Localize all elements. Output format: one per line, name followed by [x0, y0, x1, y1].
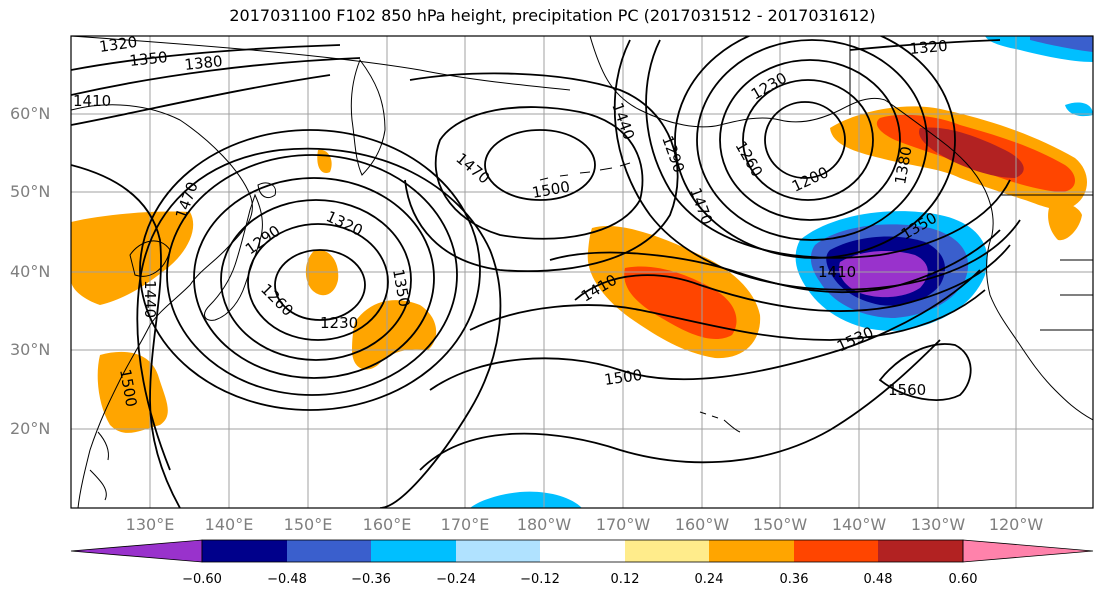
lat-label: 40°N [10, 262, 51, 281]
lon-label: 130°E [125, 515, 175, 534]
colorbar-swatch [794, 540, 878, 562]
colorbar-swatch [625, 540, 709, 562]
colorbar-frame [201, 539, 964, 563]
contour-label: 1500 [531, 178, 572, 202]
contour-label: 1200 [789, 163, 831, 195]
lon-label: 170°E [440, 515, 490, 534]
colorbar-tick-label: −0.12 [520, 572, 560, 587]
contour-label: 1440 [141, 280, 159, 318]
lat-label: 50°N [10, 182, 51, 201]
contour-label: 1320 [909, 37, 949, 58]
colorbar-extend-high [962, 539, 1094, 563]
colorbar-swatch [540, 540, 625, 562]
contour-label: 1290 [658, 133, 688, 175]
gridlines [71, 36, 1093, 508]
lon-label: 180°W [516, 515, 572, 534]
colorbar-tick-label: 0.60 [948, 572, 978, 587]
colorbar-extend-low [70, 539, 203, 563]
colorbar-swatch [287, 540, 371, 562]
colorbar-tick-label: −0.24 [436, 572, 476, 587]
contour-label: 1350 [129, 48, 169, 70]
contour-label: 1410 [73, 92, 111, 110]
colorbar-swatch [709, 540, 794, 562]
map-title: 2017031100 F102 850 hPa height, precipit… [229, 6, 876, 25]
colorbar-tick-label: 0.24 [694, 572, 724, 587]
lon-label: 170°W [595, 515, 651, 534]
colorbar-tick-label: 0.48 [863, 572, 893, 587]
lon-label: 150°W [752, 515, 808, 534]
lon-label: 130°W [910, 515, 966, 534]
colorbar-swatch [202, 540, 287, 562]
colorbar-swatch [878, 540, 963, 562]
contour-label: 1230 [320, 314, 358, 332]
colorbar [70, 539, 1094, 563]
lon-label: 150°E [283, 515, 333, 534]
height-contours [71, 36, 1021, 508]
map-frame [70, 35, 1094, 509]
colorbar-tick-label: −0.60 [182, 572, 222, 587]
precipitation-shading [71, 36, 1093, 508]
colorbar-tick-label: −0.36 [351, 572, 391, 587]
lon-label: 160°W [674, 515, 730, 534]
lon-label: 140°W [831, 515, 887, 534]
lat-label: 30°N [10, 340, 51, 359]
contour-label: 1530 [834, 323, 876, 355]
lon-label: 140°E [204, 515, 254, 534]
colorbar-swatch [456, 540, 540, 562]
contour-label: 1260 [257, 280, 297, 320]
contour-label: 1560 [888, 381, 926, 399]
colorbar-tick-label: 0.36 [779, 572, 809, 587]
lat-label: 20°N [10, 419, 51, 438]
colorbar-tick-label: 0.12 [610, 572, 640, 587]
contour-label: 1230 [748, 69, 790, 104]
contour-label: 1320 [323, 207, 365, 239]
colorbar-swatch [371, 540, 456, 562]
lat-label: 60°N [10, 104, 51, 123]
contour-label: 1320 [98, 33, 138, 56]
lon-label: 160°E [362, 515, 412, 534]
contour-label: 1380 [184, 52, 224, 74]
lon-label: 120°W [988, 515, 1044, 534]
colorbar-tick-label: −0.48 [267, 572, 307, 587]
contour-label: 1500 [603, 366, 643, 389]
contour-label: 1410 [818, 263, 856, 281]
contour-label: 1260 [732, 138, 767, 180]
